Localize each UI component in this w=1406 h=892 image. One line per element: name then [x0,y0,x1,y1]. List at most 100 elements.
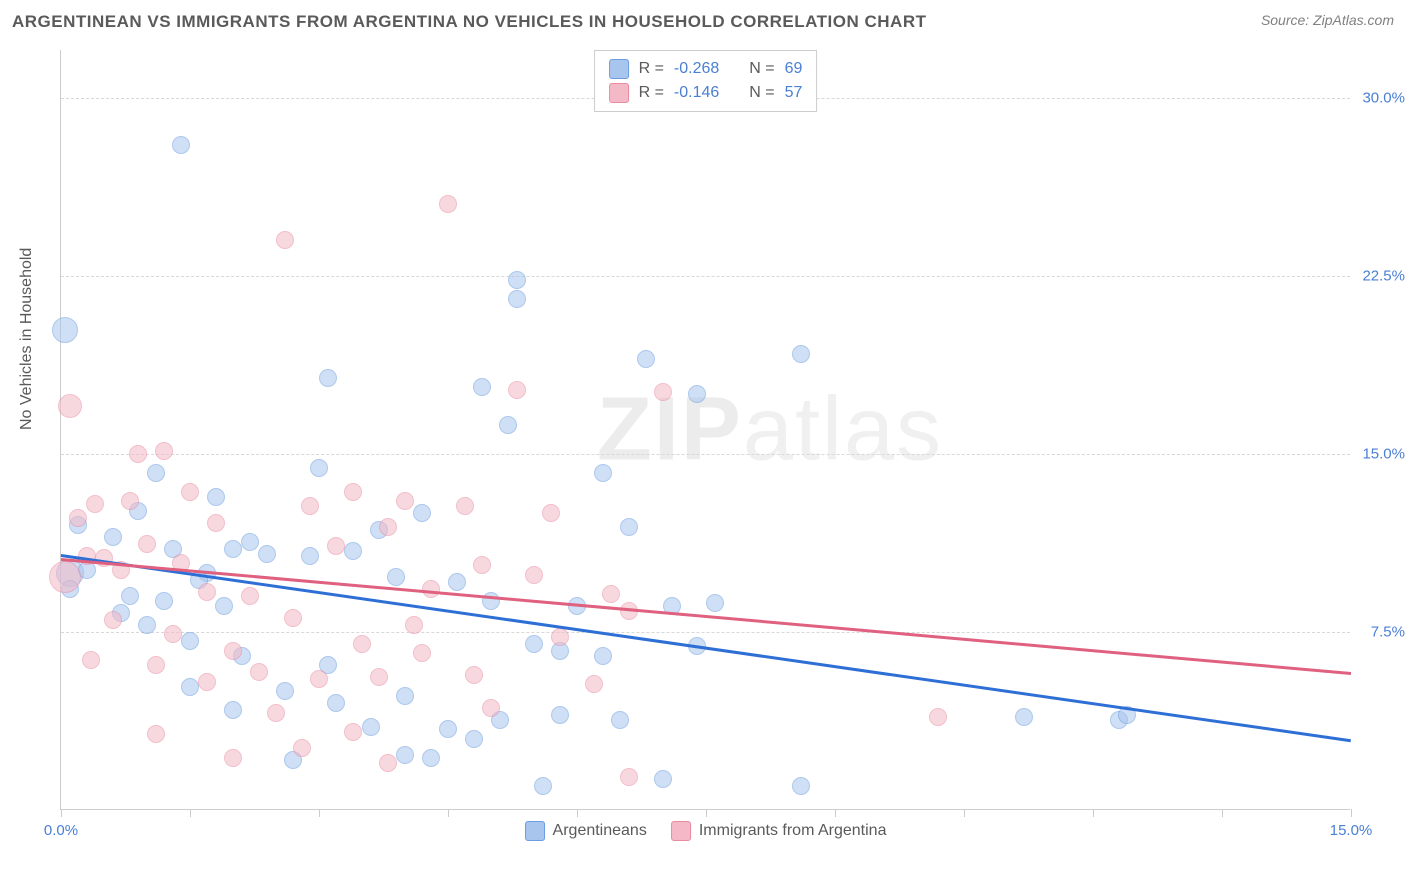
stat-n-label: N = [749,60,774,78]
data-point [301,547,319,565]
y-tick-label: 7.5% [1371,623,1405,640]
legend-item: Immigrants from Argentina [671,821,887,841]
trend-line [61,558,1351,674]
trend-line [61,554,1351,742]
x-tick [1351,809,1352,817]
data-point [422,749,440,767]
data-point [551,706,569,724]
data-point [508,271,526,289]
data-point [198,583,216,601]
data-point [439,720,457,738]
data-point [482,699,500,717]
data-point [207,488,225,506]
x-tick [190,809,191,817]
data-point [499,416,517,434]
chart-header: ARGENTINEAN VS IMMIGRANTS FROM ARGENTINA… [12,12,1394,32]
data-point [413,504,431,522]
x-tick [577,809,578,817]
data-point [121,587,139,605]
data-point [138,616,156,634]
data-point [706,594,724,612]
data-point [327,694,345,712]
data-point [319,369,337,387]
data-point [396,687,414,705]
legend: Argentineans Immigrants from Argentina [525,821,887,841]
grid-line [61,454,1350,455]
data-point [284,609,302,627]
data-point [293,739,311,757]
data-point [620,768,638,786]
data-point [104,528,122,546]
data-point [542,504,560,522]
legend-label: Argentineans [553,822,647,840]
stat-r-value: -0.146 [674,84,719,102]
data-point [224,701,242,719]
data-point [58,394,82,418]
data-point [551,628,569,646]
data-point [310,459,328,477]
watermark-text: ZIPatlas [597,378,943,481]
data-point [69,509,87,527]
data-point [224,540,242,558]
data-point [129,445,147,463]
x-tick [964,809,965,817]
data-point [620,518,638,536]
data-point [250,663,268,681]
stats-row: R =-0.146N =57 [609,81,803,105]
x-tick-label: 0.0% [44,822,78,839]
legend-swatch [525,821,545,841]
data-point [344,483,362,501]
chart-title: ARGENTINEAN VS IMMIGRANTS FROM ARGENTINA… [12,12,927,32]
data-point [362,718,380,736]
data-point [82,651,100,669]
data-point [396,492,414,510]
data-point [353,635,371,653]
data-point [792,777,810,795]
data-point [396,746,414,764]
data-point [792,345,810,363]
data-point [525,635,543,653]
data-point [405,616,423,634]
series-swatch [609,59,629,79]
legend-swatch [671,821,691,841]
data-point [465,666,483,684]
data-point [164,625,182,643]
data-point [215,597,233,615]
stat-n-label: N = [749,84,774,102]
grid-line [61,276,1350,277]
data-point [147,464,165,482]
data-point [181,678,199,696]
data-point [688,385,706,403]
stat-r-value: -0.268 [674,60,719,78]
data-point [508,381,526,399]
data-point [181,483,199,501]
data-point [276,682,294,700]
data-point [439,195,457,213]
stats-row: R =-0.268N =69 [609,57,803,81]
scatter-chart: ZIPatlas 7.5%15.0%22.5%30.0%0.0%15.0%R =… [60,50,1350,810]
data-point [86,495,104,513]
x-tick [1222,809,1223,817]
y-tick-label: 15.0% [1362,445,1405,462]
data-point [155,442,173,460]
data-point [301,497,319,515]
stats-box: R =-0.268N =69R =-0.146N =57 [594,50,818,112]
data-point [181,632,199,650]
data-point [413,644,431,662]
data-point [344,723,362,741]
data-point [379,754,397,772]
data-point [611,711,629,729]
data-point [276,231,294,249]
legend-item: Argentineans [525,821,647,841]
data-point [207,514,225,532]
data-point [387,568,405,586]
data-point [258,545,276,563]
stat-n-value: 69 [785,60,803,78]
data-point [585,675,603,693]
y-tick-label: 22.5% [1362,267,1405,284]
data-point [344,542,362,560]
data-point [241,533,259,551]
data-point [929,708,947,726]
data-point [198,673,216,691]
data-point [525,566,543,584]
